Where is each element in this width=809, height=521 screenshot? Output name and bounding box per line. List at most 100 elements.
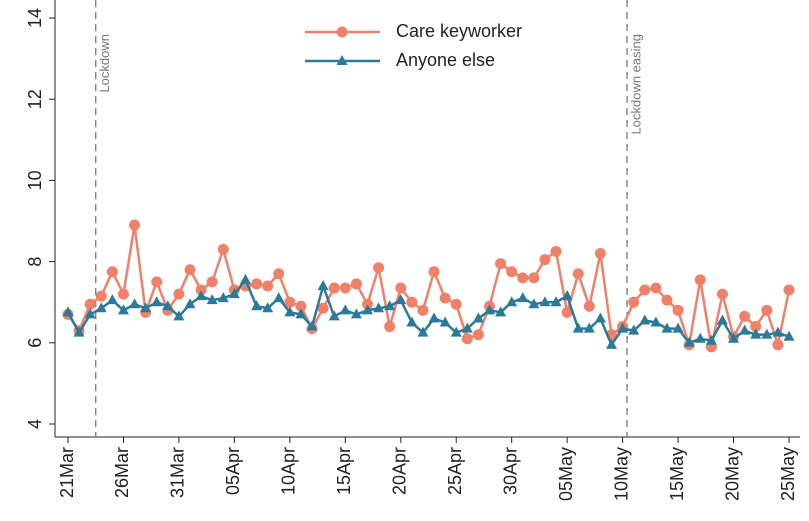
marker: [373, 302, 385, 313]
marker: [195, 284, 207, 296]
marker: [73, 326, 85, 337]
marker: [84, 308, 96, 319]
marker: [195, 290, 207, 301]
marker: [495, 306, 507, 317]
x-tick-label: 30Apr: [500, 447, 520, 495]
marker: [694, 332, 706, 343]
marker: [439, 316, 451, 327]
marker: [262, 302, 274, 313]
marker: [251, 278, 263, 290]
marker: [361, 298, 373, 310]
marker: [716, 314, 728, 325]
reference-label: Lockdown: [97, 34, 112, 93]
marker: [273, 268, 285, 280]
marker: [417, 304, 429, 316]
marker: [395, 282, 407, 294]
marker: [62, 306, 74, 317]
marker: [406, 296, 418, 308]
marker: [273, 292, 285, 303]
x-tick-label: 26Mar: [112, 447, 132, 498]
marker: [561, 306, 573, 318]
marker: [106, 294, 118, 305]
marker: [406, 316, 418, 327]
marker: [106, 266, 118, 278]
marker: [461, 322, 473, 333]
marker: [561, 290, 573, 301]
marker: [117, 288, 129, 300]
marker: [328, 310, 340, 321]
marker: [284, 306, 296, 317]
marker: [472, 312, 484, 323]
marker: [350, 308, 362, 319]
marker: [728, 332, 740, 343]
reference-label: Lockdown easing: [628, 34, 643, 134]
marker: [306, 320, 318, 331]
marker: [583, 300, 595, 312]
marker: [129, 219, 141, 231]
marker: [284, 296, 296, 308]
x-tick-label: 05Apr: [223, 447, 243, 495]
y-tick-label: 10: [25, 170, 45, 190]
marker: [650, 282, 662, 294]
marker: [650, 316, 662, 327]
marker: [606, 338, 618, 349]
marker: [317, 279, 329, 290]
marker: [461, 333, 473, 345]
marker: [517, 272, 529, 284]
legend-marker: [336, 55, 348, 65]
x-tick-label: 15Apr: [334, 447, 354, 495]
x-tick-label: 05May: [556, 447, 576, 501]
marker: [705, 334, 717, 345]
marker: [295, 308, 307, 319]
marker: [739, 310, 751, 322]
marker: [162, 300, 174, 311]
marker: [184, 264, 196, 276]
marker: [539, 296, 551, 307]
marker: [84, 298, 96, 310]
marker: [217, 243, 229, 255]
marker: [262, 280, 274, 292]
marker: [539, 254, 551, 266]
x-tick-label: 20Apr: [390, 447, 410, 495]
marker: [173, 310, 185, 321]
marker: [428, 312, 440, 323]
marker: [583, 322, 595, 333]
marker: [783, 330, 795, 341]
marker: [694, 274, 706, 286]
marker: [594, 312, 606, 323]
marker: [339, 304, 351, 315]
x-tick-label: 25Apr: [445, 447, 465, 495]
y-tick-label: 12: [25, 89, 45, 109]
y-tick-label: 6: [25, 338, 45, 348]
marker: [750, 328, 762, 339]
marker: [373, 262, 385, 274]
y-tick-label: 4: [25, 419, 45, 429]
marker: [384, 300, 396, 311]
marker: [594, 247, 606, 259]
marker: [151, 296, 163, 307]
marker: [761, 304, 773, 316]
marker: [772, 326, 784, 337]
marker: [661, 322, 673, 333]
marker: [140, 302, 152, 313]
marker: [217, 292, 229, 303]
x-tick-label: 25May: [778, 447, 798, 501]
y-tick-label: 14: [25, 8, 45, 28]
marker: [628, 296, 640, 308]
marker: [672, 304, 684, 316]
marker: [716, 288, 728, 300]
marker: [750, 321, 762, 333]
marker: [672, 322, 684, 333]
marker: [761, 328, 773, 339]
marker: [361, 304, 373, 315]
marker: [683, 336, 695, 347]
marker: [517, 292, 529, 303]
marker: [173, 288, 185, 300]
marker: [495, 258, 507, 270]
marker: [450, 326, 462, 337]
marker: [350, 278, 362, 290]
marker: [550, 245, 562, 257]
marker: [472, 329, 484, 341]
legend-label: Anyone else: [396, 50, 495, 70]
